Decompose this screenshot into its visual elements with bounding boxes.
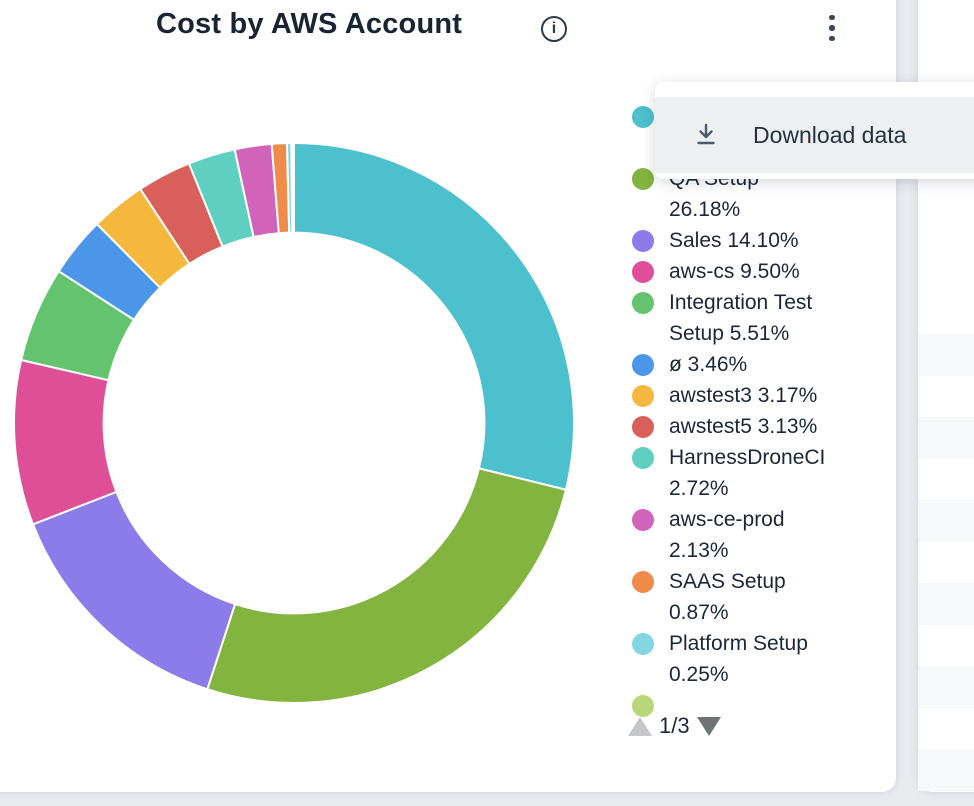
legend-label: aws-ce-prod 2.13% (669, 508, 785, 562)
legend-item[interactable]: Integration Test Setup 5.51% (632, 287, 882, 349)
legend-bullet (632, 106, 654, 128)
legend-item[interactable]: aws-cs 9.50% (632, 256, 882, 287)
legend-bullet (632, 447, 654, 469)
kebab-dot (829, 35, 835, 42)
skeleton-row (918, 666, 974, 708)
legend-item[interactable]: aws-ce-prod 2.13% (632, 504, 882, 566)
donut-chart[interactable] (0, 123, 594, 723)
legend-label: aws-cs 9.50% (669, 260, 800, 283)
legend-item[interactable]: awstest3 3.17% (632, 380, 882, 411)
legend-bullet (632, 168, 654, 190)
legend-label: awstest3 3.17% (669, 384, 818, 407)
donut-slice[interactable] (31, 490, 237, 691)
donut-slice[interactable] (292, 141, 295, 234)
context-menu: Download data (655, 82, 974, 179)
legend-bullet (632, 261, 654, 283)
legend-label: HarnessDroneCI 2.72% (669, 446, 826, 500)
menu-item-download-data[interactable]: Download data (655, 97, 974, 173)
skeleton-row (918, 334, 974, 376)
kebab-dot (829, 14, 835, 21)
legend-item[interactable] (632, 690, 882, 721)
legend-label: SAAS Setup 0.87% (669, 570, 786, 624)
skeleton-row (918, 583, 974, 625)
legend-label: Platform Setup 0.25% (669, 632, 808, 686)
info-icon[interactable]: i (541, 16, 567, 42)
legend-bullet (632, 292, 654, 314)
legend-item[interactable]: awstest5 3.13% (632, 411, 882, 442)
kebab-dot (829, 25, 835, 31)
legend-item[interactable]: SAAS Setup 0.87% (632, 566, 882, 628)
download-icon (697, 123, 715, 145)
legend-bullet (632, 633, 654, 655)
legend-label: ø 3.46% (669, 353, 748, 376)
donut-slice[interactable] (206, 467, 567, 704)
legend-item[interactable]: Sales 14.10% (632, 225, 882, 256)
card-title: Cost by AWS Account (156, 8, 463, 40)
kebab-menu-button[interactable] (818, 8, 846, 48)
legend-bullet (632, 695, 654, 717)
skeleton-row (918, 500, 974, 542)
legend-item[interactable]: HarnessDroneCI 2.72% (632, 442, 882, 504)
legend-label: Sales 14.10% (669, 229, 799, 252)
chart-legend: QA Setup 26.18%Sales 14.10%aws-cs 9.50%I… (632, 101, 882, 723)
legend-bullet (632, 354, 654, 376)
menu-item-label: Download data (753, 121, 907, 148)
legend-bullet (632, 230, 654, 252)
legend-bullet (632, 416, 654, 438)
legend-item[interactable]: Platform Setup 0.25% (632, 628, 882, 690)
legend-bullet (632, 509, 654, 531)
skeleton-row (918, 417, 974, 459)
legend-bullet (632, 571, 654, 593)
legend-page-up-button[interactable] (628, 716, 652, 736)
legend-page-indicator: 1/3 (659, 713, 690, 738)
legend-pagination: 1/3 (628, 713, 721, 739)
legend-bullet (632, 385, 654, 407)
legend-list: QA Setup 26.18%Sales 14.10%aws-cs 9.50%I… (632, 101, 882, 721)
legend-label: awstest5 3.13% (669, 415, 818, 438)
legend-page-down-button[interactable] (696, 716, 721, 736)
donut-slice[interactable] (293, 142, 575, 491)
legend-item[interactable] (632, 101, 882, 163)
legend-label: Integration Test Setup 5.51% (669, 291, 813, 345)
skeleton-row (918, 749, 974, 791)
legend-item[interactable]: ø 3.46% (632, 349, 882, 380)
